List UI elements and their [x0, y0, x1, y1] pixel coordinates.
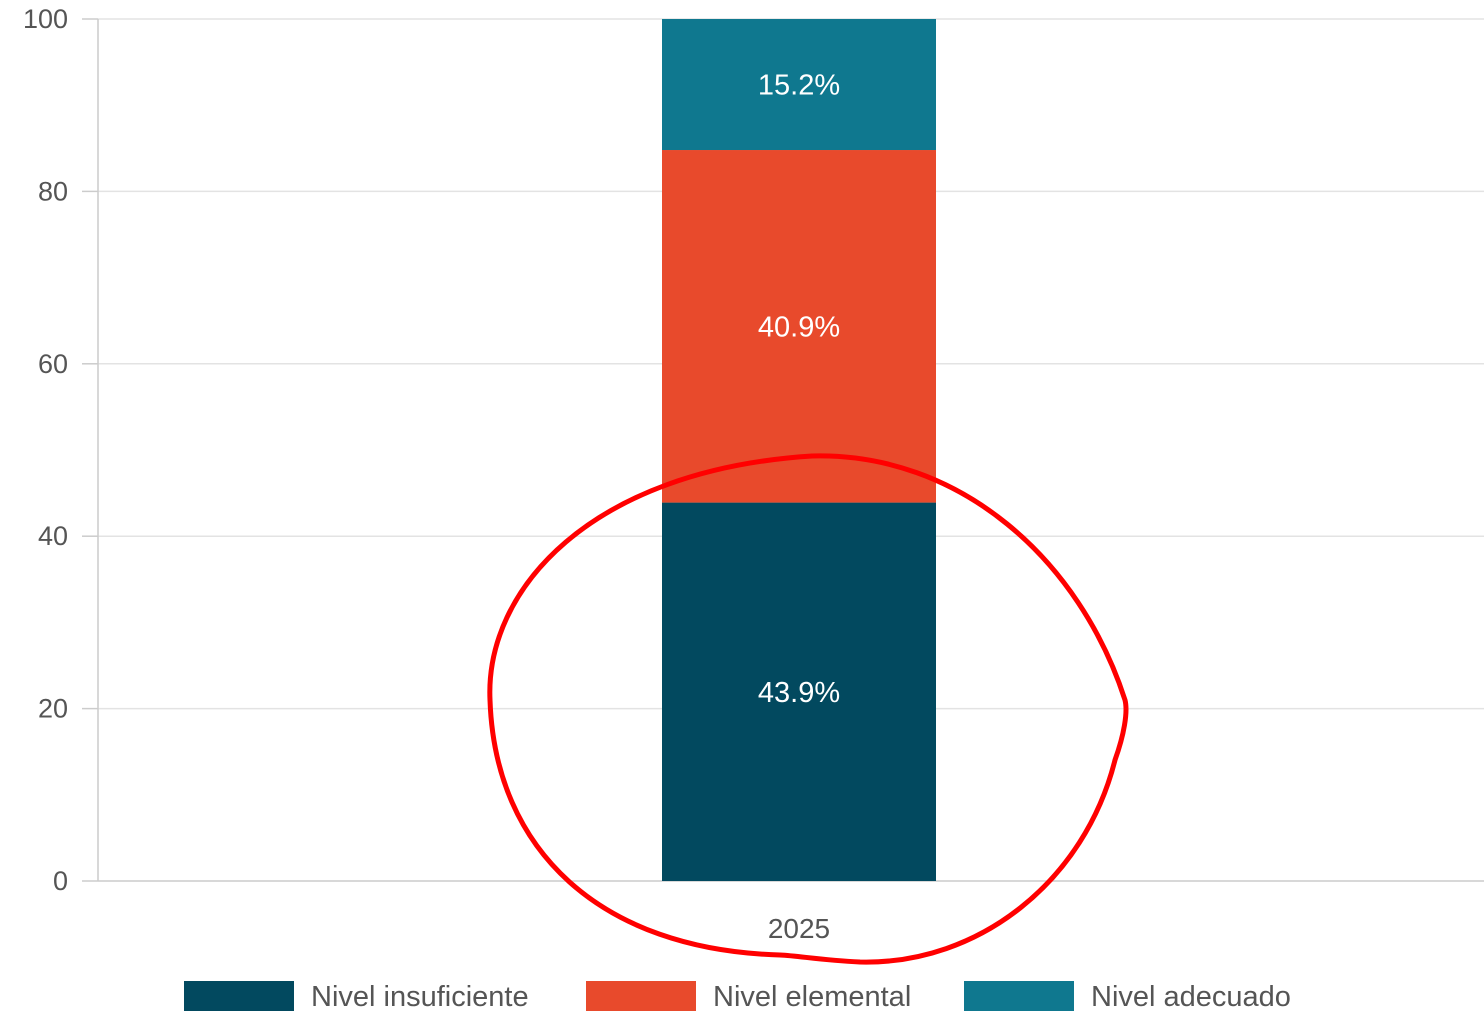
- bar-segment: [662, 502, 936, 881]
- data-label: 15.2%: [758, 70, 840, 102]
- bars: [662, 19, 936, 881]
- bar-segment: [662, 19, 936, 151]
- legend-label: Nivel elemental: [713, 981, 911, 1013]
- bar-segment: [662, 150, 936, 503]
- legend-swatch: [964, 981, 1074, 1011]
- legend-label: Nivel insuficiente: [311, 981, 529, 1013]
- data-label: 40.9%: [758, 311, 840, 343]
- legend: Nivel insuficiente Nivel elemental Nivel a…: [184, 981, 1291, 1013]
- axes: 0 20 40 60 80 100 2025: [23, 4, 1484, 944]
- red-circle-annotation: [487, 453, 1129, 965]
- y-tick-label: 0: [53, 866, 68, 896]
- legend-swatch: [586, 981, 696, 1011]
- y-tick-label: 40: [38, 521, 68, 551]
- y-tick-label: 80: [38, 176, 68, 206]
- x-tick-label: 2025: [768, 913, 830, 944]
- legend-label: Nivel adecuado: [1091, 981, 1291, 1013]
- annotation: [487, 453, 1129, 965]
- y-tick-label: 20: [38, 694, 68, 724]
- data-labels: 43.9% 40.9% 15.2%: [758, 70, 840, 709]
- data-label: 43.9%: [758, 677, 840, 709]
- y-tick-label: 60: [38, 349, 68, 379]
- legend-swatch: [184, 981, 294, 1011]
- y-tick-label: 100: [23, 4, 68, 34]
